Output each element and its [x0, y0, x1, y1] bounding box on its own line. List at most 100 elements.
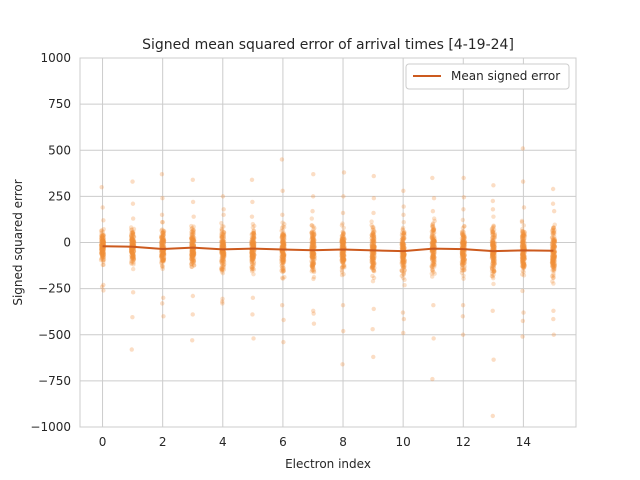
data-point [158, 243, 164, 248]
data-point [220, 232, 225, 237]
data-point [400, 260, 405, 265]
data-point [341, 252, 347, 258]
data-point [189, 237, 195, 243]
data-point [220, 266, 225, 272]
data-point [101, 247, 106, 252]
data-point [281, 258, 286, 263]
data-point [340, 264, 345, 269]
data-point [100, 238, 106, 243]
data-point [249, 240, 255, 246]
data-point [281, 240, 287, 245]
data-point [341, 239, 346, 245]
data-point [101, 240, 106, 245]
data-point [191, 224, 196, 229]
data-point [311, 243, 316, 248]
data-point [310, 250, 316, 255]
data-point [219, 233, 224, 238]
data-point [551, 275, 556, 280]
data-point [219, 253, 225, 259]
grid [80, 57, 576, 428]
data-point [401, 260, 407, 265]
data-point [190, 240, 195, 245]
data-point [341, 258, 346, 263]
data-point [280, 238, 285, 243]
data-point [490, 308, 495, 313]
data-point [190, 338, 195, 343]
data-point [129, 241, 134, 246]
data-point [249, 259, 254, 265]
data-point [99, 234, 105, 239]
data-point [221, 252, 227, 257]
data-point [309, 216, 314, 221]
data-point [309, 264, 315, 270]
data-point [371, 235, 377, 241]
data-point [280, 239, 285, 244]
data-point [401, 272, 406, 277]
data-point [279, 228, 284, 233]
data-point [130, 251, 135, 256]
chart-title: Signed mean squared error of arrival tim… [142, 37, 514, 53]
data-point [402, 283, 407, 288]
data-point [160, 234, 165, 240]
data-point [281, 269, 286, 274]
data-point [159, 241, 164, 246]
data-point [160, 220, 165, 225]
data-point [189, 235, 194, 241]
data-point [220, 255, 226, 260]
data-point [429, 235, 434, 240]
data-point [219, 235, 224, 240]
data-point [220, 244, 225, 249]
data-point [221, 232, 227, 237]
data-point [402, 277, 407, 282]
data-point [99, 236, 104, 242]
data-point [400, 257, 406, 263]
data-point [371, 238, 376, 243]
data-point [400, 244, 406, 249]
data-point [310, 260, 315, 266]
data-point [190, 251, 195, 256]
data-point [99, 246, 104, 252]
data-point [99, 236, 104, 242]
data-point [370, 327, 375, 332]
data-point [402, 254, 407, 259]
data-point [129, 246, 135, 252]
data-point [311, 251, 317, 256]
data-point [249, 254, 255, 259]
data-point [131, 226, 137, 232]
data-point [339, 254, 345, 260]
data-point [131, 249, 136, 255]
data-point [251, 241, 256, 247]
data-point [340, 260, 345, 265]
data-point [342, 258, 347, 263]
data-point [340, 251, 345, 257]
data-point [100, 252, 106, 257]
data-point [399, 243, 405, 248]
data-point [160, 266, 165, 272]
data-point [310, 235, 316, 240]
data-point [521, 223, 527, 228]
data-point [371, 236, 377, 241]
data-point [310, 261, 316, 266]
data-point [219, 240, 224, 245]
data-point [431, 226, 437, 231]
data-point [250, 258, 255, 263]
data-point [430, 252, 435, 257]
data-point [250, 251, 256, 257]
data-point [220, 252, 226, 258]
data-point [372, 255, 377, 261]
data-point [550, 186, 556, 192]
data-point [281, 252, 286, 257]
data-point [220, 234, 225, 239]
data-point [160, 230, 165, 236]
data-point [249, 268, 255, 274]
data-point [130, 255, 135, 261]
data-point [190, 199, 196, 205]
data-point [219, 238, 224, 244]
data-point [189, 253, 195, 259]
data-point [281, 242, 287, 247]
data-point [161, 238, 167, 243]
data-point [191, 263, 197, 268]
data-point [279, 235, 284, 240]
data-point [251, 243, 256, 248]
data-point [129, 237, 135, 242]
